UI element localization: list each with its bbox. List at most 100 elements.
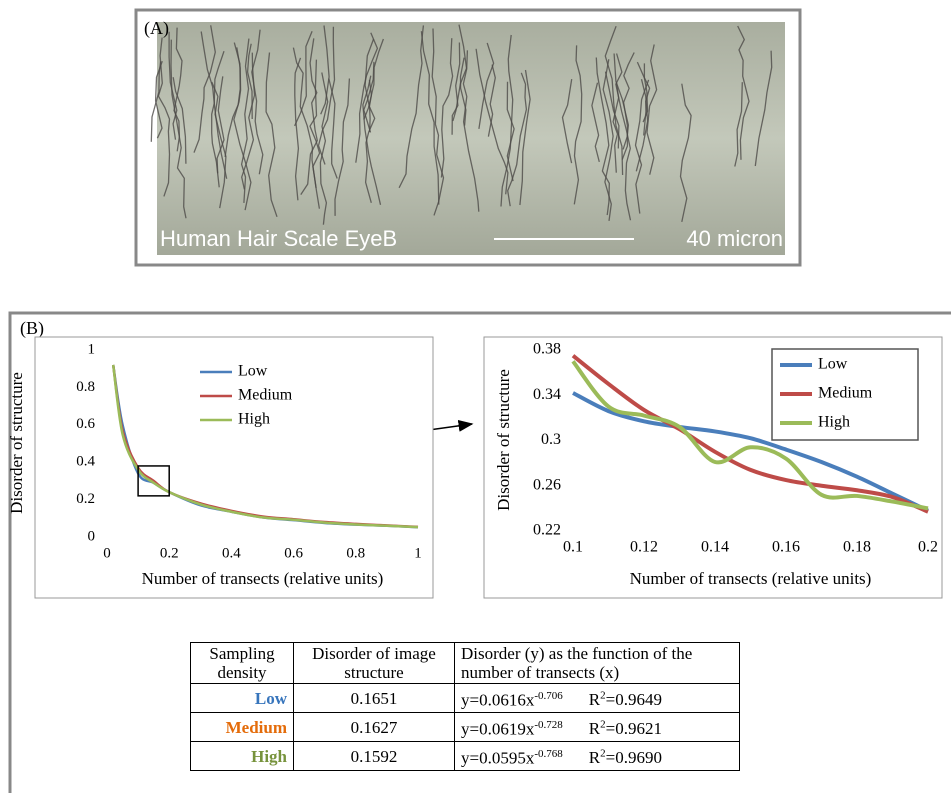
scale-edge <box>431 28 445 216</box>
scale-edge <box>224 42 241 158</box>
scale-edge <box>635 79 649 172</box>
panel-b-frame <box>8 311 951 793</box>
y-tick-label: 0 <box>88 528 96 544</box>
table-text: -0.768 <box>534 747 563 760</box>
r-squared: R2=0.9649 <box>588 690 662 710</box>
scale-edge <box>216 76 225 174</box>
scale-edge <box>679 83 692 223</box>
scale-edge <box>754 50 773 167</box>
chart-frame <box>34 336 434 599</box>
x-tick-label: 0.16 <box>772 539 800 556</box>
scale-edge <box>292 47 317 188</box>
scale-label: 40 micron <box>686 226 783 251</box>
table-cell: 0.1627 <box>293 712 455 742</box>
scale-edge <box>246 43 253 120</box>
x-tick-label: 0.2 <box>160 545 179 561</box>
scale-edge <box>265 52 278 218</box>
table-text: R <box>588 690 601 710</box>
table-cell: High <box>190 741 294 771</box>
y-tick-label: 0.3 <box>541 431 561 448</box>
scale-edge <box>519 69 531 206</box>
table-text: =0.9690 <box>605 748 662 768</box>
y-tick-label: 0.26 <box>533 476 561 493</box>
scale-edge <box>636 61 651 136</box>
table-row: Low 0.1651 y=0.0616x-0.706 R2=0.9649 <box>190 683 740 713</box>
legend-label: Medium <box>818 385 873 402</box>
x-tick-label: 0.1 <box>563 539 583 556</box>
y-tick-label: 0.38 <box>533 341 561 358</box>
scale-edge <box>328 78 338 179</box>
scale-edge <box>440 38 454 178</box>
y-tick-label: 0.4 <box>76 454 95 470</box>
table-cell: y=0.0619x-0.728 R2=0.9621 <box>454 712 740 742</box>
scale-edge <box>172 77 187 164</box>
x-tick-label: 0.6 <box>284 545 303 561</box>
y-axis-label: Disorder of structure <box>7 372 26 514</box>
panel-label: (B) <box>20 318 44 339</box>
scale-edge <box>251 29 264 175</box>
scale-edge <box>507 72 528 207</box>
scale-edge <box>734 82 743 167</box>
scale-edge <box>300 38 318 195</box>
legend-label: Low <box>238 363 268 380</box>
scale-edge <box>604 25 624 176</box>
scale-edge <box>168 31 178 140</box>
y-tick-label: 0.22 <box>533 522 561 539</box>
series-line <box>571 354 929 514</box>
x-tick-label: 0.2 <box>918 539 938 556</box>
scale-edge <box>211 81 227 209</box>
scale-edge <box>294 31 313 127</box>
table-text: R <box>588 748 601 768</box>
scale-edge <box>591 82 600 163</box>
scale-edge <box>320 25 330 115</box>
legend-label: Low <box>818 356 848 373</box>
scale-edge <box>737 25 750 160</box>
y-tick-label: 1 <box>88 341 96 357</box>
scale-edge <box>317 26 336 165</box>
table-header: Disorder (y) as the function of the numb… <box>454 642 740 684</box>
table-header: Sampling density <box>190 642 294 684</box>
table-text: y=0.0595x <box>461 748 535 768</box>
table-row: High 0.1592 y=0.0595x-0.768 R2=0.9690 <box>190 741 740 771</box>
series-line <box>572 391 929 513</box>
table-text: =0.9621 <box>605 719 662 739</box>
scale-edge <box>240 38 250 203</box>
scale-edge <box>451 42 461 135</box>
legend-label: High <box>238 411 270 428</box>
x-tick-label: 0.4 <box>222 545 241 561</box>
x-tick-label: 0.8 <box>346 545 365 561</box>
x-tick-label: 0.12 <box>630 539 658 556</box>
table-row: Medium 0.1627 y=0.0619x-0.728 R2=0.9621 <box>190 712 740 742</box>
table-cell: y=0.0616x-0.706 R2=0.9649 <box>454 683 740 713</box>
scale-edge <box>355 32 379 163</box>
scale-edge <box>398 25 425 189</box>
x-tick-label: 1 <box>414 545 422 561</box>
table-cell: 0.1651 <box>293 683 455 713</box>
scale-edge <box>173 27 183 152</box>
r-squared: R2=0.9621 <box>589 718 662 739</box>
table-text: y=0.0619x <box>461 719 535 739</box>
table-text: y=0.0616x <box>461 690 535 710</box>
table-text: -0.706 <box>534 689 563 702</box>
zoom-box <box>137 465 170 497</box>
scale-edge <box>478 42 495 129</box>
panel-label: (A) <box>144 18 169 39</box>
table-text: -0.728 <box>534 718 563 731</box>
scale-edge <box>364 38 375 132</box>
x-tick-label: 0.14 <box>701 539 729 556</box>
scale-edge <box>573 45 583 205</box>
table-text: 2 <box>600 747 606 760</box>
scale-edge <box>615 53 632 221</box>
scale-edge <box>241 52 256 190</box>
legend-label: High <box>818 414 850 431</box>
x-tick-label: 0.18 <box>843 539 871 556</box>
scale-edge <box>334 78 351 216</box>
table-text: 2 <box>600 718 606 731</box>
scale-edge <box>157 37 171 197</box>
table-cell: 0.1592 <box>293 741 455 771</box>
table-header: Disorder of image structure <box>293 642 455 684</box>
scale-edge <box>452 24 468 122</box>
image-caption: Human Hair Scale EyeB <box>160 226 397 251</box>
hair-image <box>157 22 785 255</box>
